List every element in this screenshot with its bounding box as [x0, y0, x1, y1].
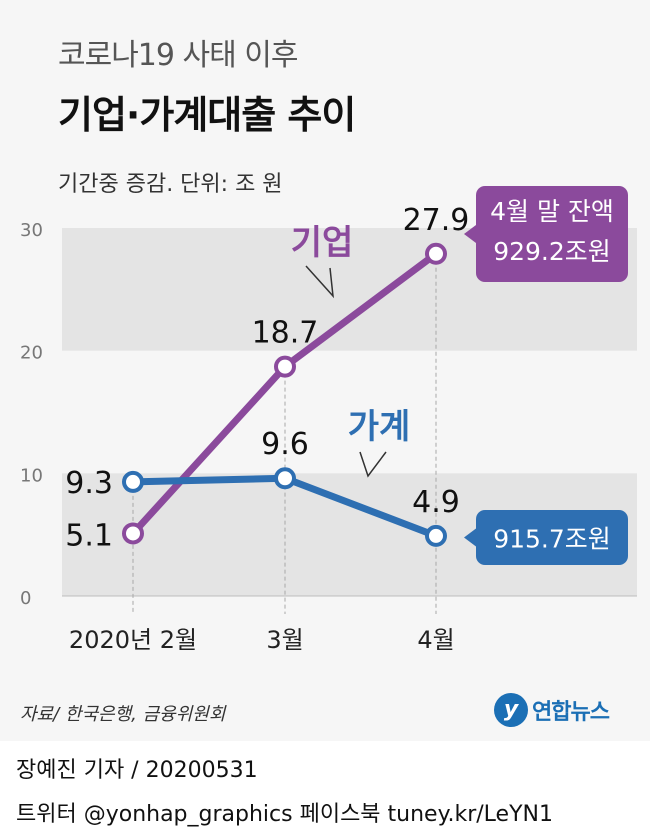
callout-box [476, 510, 628, 565]
callout-text: 4월 말 잔액 [490, 197, 614, 226]
byline: 장예진 기자 / 20200531 [16, 758, 258, 783]
data-point-1 [122, 470, 144, 493]
line-chart: 0 10 20 30 2020년 2월 3월 4월 5.1 18.7 27.9 9.3 9.6 4.9 기… [20, 186, 637, 654]
data-point-0 [122, 522, 144, 545]
callout-pointer [464, 225, 476, 243]
callout-pointer [464, 528, 476, 547]
data-label: 27.9 [403, 203, 470, 238]
y-tick-label: 30 [20, 220, 43, 241]
data-label: 5.1 [65, 518, 113, 553]
yonhap-logo-icon: y [494, 693, 528, 727]
source-note: 자료/ 한국은행, 금융위원회 [20, 704, 226, 725]
y-tick-label: 10 [20, 465, 43, 486]
chart-panel [0, 0, 650, 741]
logo-text: 연합뉴스 [532, 700, 610, 725]
data-label: 9.3 [65, 466, 113, 501]
callout-text: 929.2조원 [493, 237, 611, 266]
series-name-label: 가계 [348, 407, 411, 447]
data-label: 18.7 [252, 316, 319, 351]
y-tick-label: 20 [20, 343, 43, 364]
callout-box [476, 186, 628, 282]
yonhap-logo: y 연합뉴스 [494, 690, 610, 730]
y-tick-label: 0 [20, 588, 31, 609]
x-tick-label: 4월 [417, 626, 454, 654]
data-label: 9.6 [261, 427, 309, 462]
callout-text: 915.7조원 [493, 525, 611, 554]
data-point-0 [274, 355, 296, 378]
data-point-1 [425, 524, 447, 547]
x-tick-label: 3월 [266, 626, 303, 654]
chart-title: 기업·가계대출 추이 [58, 93, 356, 137]
bubble-tail [359, 451, 387, 478]
data-point-1 [274, 467, 296, 490]
chart-subtitle: 코로나19 사태 이후 [58, 38, 298, 73]
bubble-tail [305, 265, 334, 299]
series-name-label: 기업 [291, 223, 354, 263]
x-tick-label: 2020년 2월 [69, 626, 197, 654]
data-point-0 [425, 242, 447, 265]
unit-note: 기간중 증감. 단위: 조 원 [58, 172, 283, 197]
data-label: 4.9 [412, 485, 460, 520]
social-links: 트위터 @yonhap_graphics 페이스북 tuney.kr/LeYN1 [16, 802, 553, 827]
